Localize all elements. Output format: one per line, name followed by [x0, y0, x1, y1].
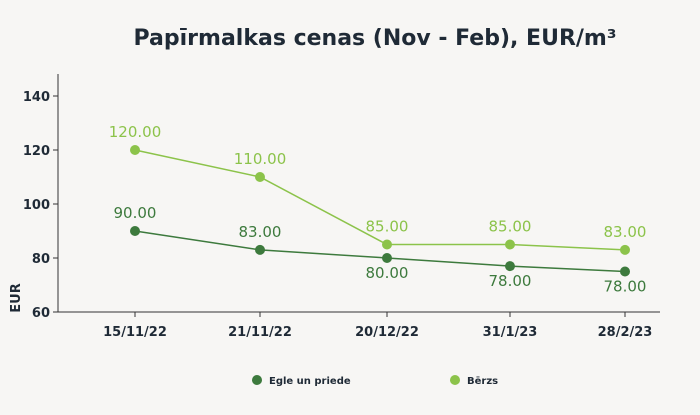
data-point	[382, 253, 392, 263]
legend: Egle un priede Bērzs	[252, 375, 498, 387]
data-point	[382, 239, 392, 250]
x-tick-label: 28/2/23	[598, 325, 653, 340]
data-point	[505, 239, 515, 250]
series-layer: 90.00 83.00 80.00 78.00 78.00 120.00 110.00 85.…	[109, 123, 647, 296]
data-label: 90.00	[114, 204, 157, 222]
series-1: 90.00 83.00 80.00 78.00 78.00	[114, 204, 647, 296]
chart-title: Papīrmalkas cenas (Nov - Feb), EUR/m³	[134, 26, 617, 51]
legend-marker	[450, 375, 460, 385]
legend-label: Egle un priede	[269, 376, 351, 387]
x-tick-label: 21/11/22	[228, 325, 292, 340]
data-point	[505, 261, 515, 272]
y-tick-label: 80	[32, 252, 50, 267]
data-point	[255, 244, 265, 255]
data-label: 85.00	[366, 218, 409, 236]
data-label: 78.00	[489, 272, 532, 290]
data-label: 120.00	[109, 123, 162, 141]
legend-marker	[252, 375, 262, 385]
data-point	[620, 244, 630, 255]
data-label: 83.00	[604, 223, 647, 241]
y-tick-label: 120	[23, 144, 50, 159]
data-label: 80.00	[366, 264, 409, 282]
y-tick-label: 140	[23, 90, 50, 105]
data-point	[130, 226, 140, 236]
y-tick-label: 100	[23, 198, 50, 213]
legend-item: Egle un priede	[252, 375, 351, 387]
x-tick-label: 20/12/22	[355, 325, 419, 340]
data-point	[620, 266, 630, 277]
data-point	[255, 172, 265, 182]
legend-item: Bērzs	[450, 375, 498, 387]
data-label: 85.00	[489, 218, 532, 236]
data-point	[130, 145, 140, 155]
y-axis-label: EUR	[9, 283, 24, 312]
legend-label: Bērzs	[467, 376, 498, 387]
x-tick-label: 31/1/23	[483, 325, 538, 340]
axes: 60 80 100 120 140 15/11/22 21/11/22 20/12/22 31/…	[23, 74, 660, 340]
data-label: 110.00	[234, 150, 287, 168]
x-tick-label: 15/11/22	[103, 325, 167, 340]
series-2: 120.00 110.00 85.00 85.00 83.00	[109, 123, 647, 255]
data-label: 83.00	[239, 223, 282, 241]
data-label: 78.00	[604, 278, 647, 296]
y-tick-label: 60	[32, 306, 50, 321]
